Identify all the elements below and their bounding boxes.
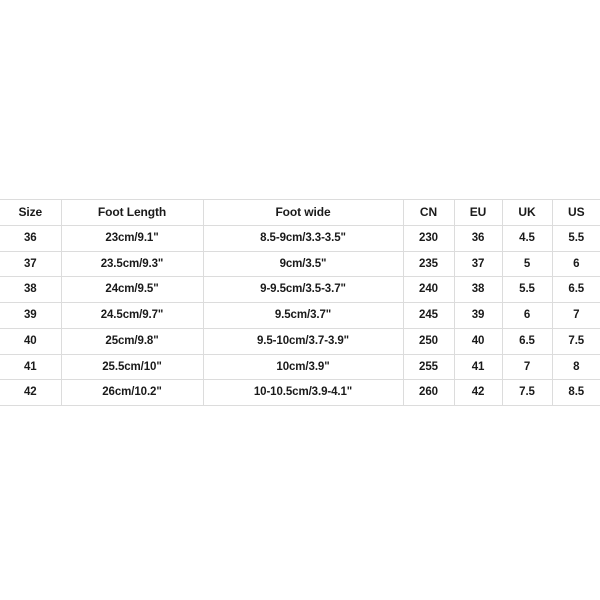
cell-length: 25.5cm/10" — [60, 353, 204, 381]
cell-cn: 255 — [402, 353, 455, 381]
cell-length: 26cm/10.2" — [60, 379, 204, 406]
cell-eu: 38 — [453, 276, 503, 303]
cell-length: 23cm/9.1" — [60, 224, 204, 252]
column-header-wide: Foot wide — [202, 199, 404, 226]
cell-length: 24cm/9.5" — [60, 276, 204, 303]
cell-wide: 10cm/3.9" — [202, 353, 404, 381]
cell-wide: 8.5-9cm/3.3-3.5" — [202, 224, 404, 252]
cell-size: 40 — [0, 327, 62, 355]
table-body: 36 23cm/9.1" 8.5-9cm/3.3-3.5" 230 36 4.5… — [0, 224, 600, 406]
cell-size: 42 — [0, 379, 62, 406]
column-header-length: Foot Length — [60, 199, 204, 226]
cell-eu: 37 — [453, 250, 503, 278]
cell-wide: 9cm/3.5" — [202, 250, 404, 278]
cell-cn: 230 — [402, 224, 455, 252]
cell-cn: 245 — [402, 302, 455, 329]
shoe-size-chart-table: Size Foot Length Foot wide CN EU UK US 3… — [0, 199, 600, 406]
cell-us: 8 — [551, 353, 600, 381]
cell-wide: 9.5cm/3.7" — [202, 302, 404, 329]
column-header-cn: CN — [402, 199, 455, 226]
cell-uk: 6 — [501, 302, 553, 329]
table-header: Size Foot Length Foot wide CN EU UK US — [0, 199, 600, 226]
table-row: 37 23.5cm/9.3" 9cm/3.5" 235 37 5 6 — [0, 250, 600, 278]
cell-eu: 41 — [453, 353, 503, 381]
cell-eu: 42 — [453, 379, 503, 406]
cell-us: 8.5 — [551, 379, 600, 406]
table-header-row: Size Foot Length Foot wide CN EU UK US — [0, 199, 600, 226]
column-header-uk: UK — [501, 199, 553, 226]
cell-wide: 9.5-10cm/3.7-3.9" — [202, 327, 404, 355]
cell-uk: 7 — [501, 353, 553, 381]
table-row: 42 26cm/10.2" 10-10.5cm/3.9-4.1" 260 42 … — [0, 379, 600, 406]
cell-us: 6.5 — [551, 276, 600, 303]
cell-eu: 40 — [453, 327, 503, 355]
cell-wide: 9-9.5cm/3.5-3.7" — [202, 276, 404, 303]
cell-size: 41 — [0, 353, 62, 381]
cell-size: 37 — [0, 250, 62, 278]
cell-uk: 4.5 — [501, 224, 553, 252]
cell-wide: 10-10.5cm/3.9-4.1" — [202, 379, 404, 406]
cell-size: 39 — [0, 302, 62, 329]
cell-size: 38 — [0, 276, 62, 303]
table-row: 40 25cm/9.8" 9.5-10cm/3.7-3.9" 250 40 6.… — [0, 327, 600, 355]
cell-size: 36 — [0, 224, 62, 252]
cell-length: 24.5cm/9.7" — [60, 302, 204, 329]
cell-cn: 235 — [402, 250, 455, 278]
size-chart-container: Size Foot Length Foot wide CN EU UK US 3… — [0, 199, 600, 406]
column-header-size: Size — [0, 199, 62, 226]
cell-eu: 36 — [453, 224, 503, 252]
cell-eu: 39 — [453, 302, 503, 329]
cell-us: 6 — [551, 250, 600, 278]
cell-uk: 5.5 — [501, 276, 553, 303]
table-row: 41 25.5cm/10" 10cm/3.9" 255 41 7 8 — [0, 353, 600, 381]
cell-uk: 7.5 — [501, 379, 553, 406]
cell-cn: 260 — [402, 379, 455, 406]
cell-length: 23.5cm/9.3" — [60, 250, 204, 278]
cell-cn: 250 — [402, 327, 455, 355]
cell-length: 25cm/9.8" — [60, 327, 204, 355]
cell-us: 5.5 — [551, 224, 600, 252]
table-row: 39 24.5cm/9.7" 9.5cm/3.7" 245 39 6 7 — [0, 302, 600, 329]
cell-uk: 6.5 — [501, 327, 553, 355]
column-header-us: US — [551, 199, 600, 226]
cell-us: 7.5 — [551, 327, 600, 355]
column-header-eu: EU — [453, 199, 503, 226]
cell-cn: 240 — [402, 276, 455, 303]
cell-us: 7 — [551, 302, 600, 329]
table-row: 38 24cm/9.5" 9-9.5cm/3.5-3.7" 240 38 5.5… — [0, 276, 600, 303]
cell-uk: 5 — [501, 250, 553, 278]
table-row: 36 23cm/9.1" 8.5-9cm/3.3-3.5" 230 36 4.5… — [0, 224, 600, 252]
